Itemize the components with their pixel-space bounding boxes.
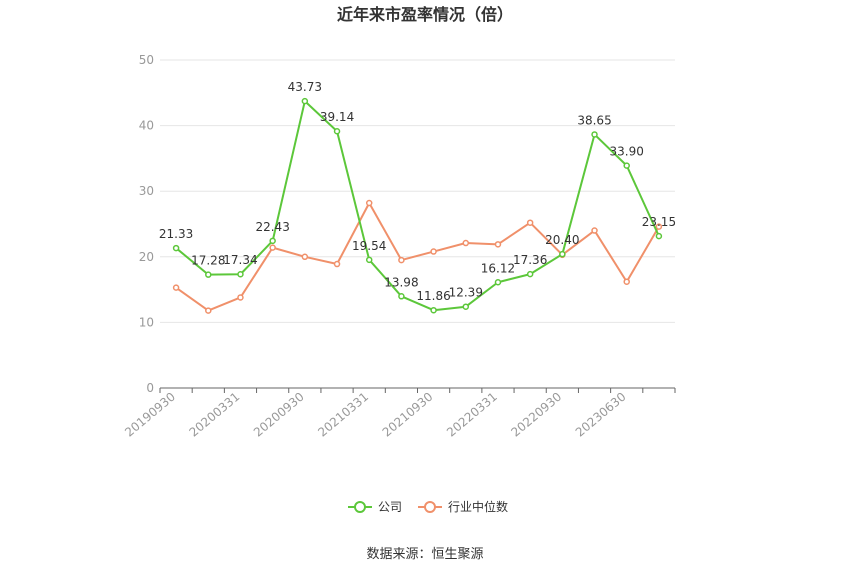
data-label: 23.15 (642, 215, 676, 229)
x-tick-label: 20200930 (251, 390, 307, 440)
data-point (462, 239, 470, 247)
data-point (462, 303, 470, 310)
data-point (237, 270, 244, 278)
y-tick-label: 30 (139, 184, 154, 198)
data-label: 11.86 (416, 289, 450, 303)
data-point (269, 237, 276, 245)
data-point (301, 97, 309, 105)
data-point (205, 307, 212, 314)
data-point (333, 260, 341, 268)
y-tick-label: 0 (146, 381, 154, 395)
legend-marker (354, 501, 366, 513)
x-tick-label: 20230630 (573, 390, 629, 440)
data-point (526, 219, 534, 226)
data-point (237, 294, 244, 301)
data-point (301, 253, 309, 261)
data-label: 17.34 (223, 253, 257, 267)
data-point (623, 162, 630, 169)
data-label: 21.33 (159, 227, 193, 241)
series-line (175, 202, 660, 312)
data-point (494, 279, 502, 286)
data-label: 22.43 (255, 220, 289, 234)
legend[interactable]: 公司 行业中位数 (348, 499, 508, 514)
data-label: 38.65 (577, 113, 611, 127)
data-point (591, 131, 598, 138)
data-point (172, 244, 180, 252)
data-point (591, 227, 598, 234)
data-label: 17.28 (191, 254, 225, 268)
data-point (494, 241, 502, 248)
y-axis: 0 10 20 30 40 50 (139, 53, 154, 395)
data-label: 39.14 (320, 110, 354, 124)
data-point (365, 256, 373, 264)
x-tick-label: 20190930 (122, 390, 178, 440)
chart-title: 近年来市盈率情况（倍） (337, 5, 513, 24)
data-label: 16.12 (481, 261, 515, 275)
source-note: 数据来源：恒生聚源 (366, 547, 483, 562)
x-tick-label: 20210930 (380, 390, 436, 440)
data-point (398, 256, 405, 264)
data-point (623, 278, 630, 285)
x-axis: 20190930 20200331 20200930 20210331 20210930… (122, 387, 676, 440)
data-label: 17.36 (513, 253, 547, 267)
legend-label: 公司 (378, 500, 402, 514)
data-point (269, 244, 276, 251)
series-layer (172, 97, 663, 314)
x-tick-label: 20200331 (187, 390, 243, 440)
y-tick-label: 50 (139, 53, 154, 67)
data-label: 43.73 (288, 80, 322, 94)
data-label: 33.90 (610, 145, 644, 159)
grid-lines (160, 59, 675, 323)
x-tick-label: 20220930 (508, 390, 564, 440)
x-tick-label: 20210331 (315, 390, 371, 440)
series-line (175, 100, 660, 312)
data-point (526, 270, 534, 278)
x-tick-label: 20220331 (444, 390, 500, 440)
data-point (365, 199, 373, 207)
data-point (172, 284, 180, 291)
data-point (333, 127, 341, 135)
y-tick-label: 40 (139, 119, 154, 133)
data-label: 13.98 (384, 275, 418, 289)
y-tick-label: 20 (139, 250, 154, 264)
data-point (655, 232, 663, 240)
legend-marker (424, 501, 436, 513)
y-tick-label: 10 (139, 315, 154, 329)
data-point (398, 293, 405, 300)
data-point (655, 223, 663, 230)
data-label: 12.39 (449, 286, 483, 300)
data-point (559, 250, 566, 258)
data-point (205, 271, 212, 278)
data-label: 20.40 (545, 233, 579, 247)
legend-label: 行业中位数 (448, 499, 508, 514)
data-label: 19.54 (352, 239, 386, 253)
data-point (430, 248, 437, 255)
data-point (430, 306, 437, 314)
